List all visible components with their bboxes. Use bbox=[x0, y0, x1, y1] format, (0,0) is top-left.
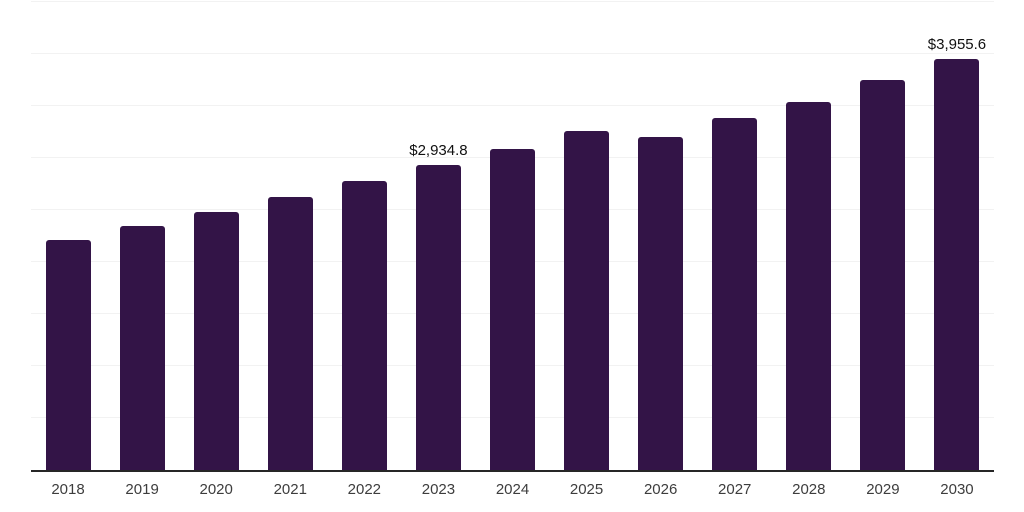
bar-2028 bbox=[786, 101, 832, 470]
x-tick-2029: 2029 bbox=[866, 481, 900, 498]
x-tick-2023: 2023 bbox=[421, 481, 456, 498]
bar-2018 bbox=[45, 240, 91, 470]
x-tick-2027: 2027 bbox=[718, 481, 752, 498]
bar-2022 bbox=[341, 180, 387, 470]
x-axis: 2018 2019 2020 2021 2022 2023 2024 2025 2026 2027… bbox=[31, 480, 994, 504]
x-tick-2028: 2028 bbox=[792, 481, 826, 498]
x-tick-2022: 2022 bbox=[347, 481, 382, 498]
x-tick-2019: 2019 bbox=[125, 481, 159, 498]
x-tick-2030: 2030 bbox=[940, 481, 974, 498]
data-label-2030: $3,955.6 bbox=[927, 35, 987, 53]
bar-2027 bbox=[712, 118, 758, 470]
x-tick-2018: 2018 bbox=[51, 481, 85, 498]
bar-2023 bbox=[415, 164, 461, 470]
bar-2019 bbox=[119, 225, 165, 470]
x-tick-2026: 2026 bbox=[643, 481, 678, 498]
bar-2024 bbox=[490, 148, 535, 470]
gridline bbox=[31, 105, 994, 106]
x-tick-2020: 2020 bbox=[199, 481, 233, 498]
plot-area: $2,934.8 $3,955.6 bbox=[31, 1, 994, 472]
data-label-2023: $2,934.8 bbox=[409, 141, 468, 159]
bar-2021 bbox=[267, 197, 313, 470]
bar-2026 bbox=[638, 137, 684, 470]
gridline bbox=[31, 53, 994, 54]
x-tick-2021: 2021 bbox=[273, 481, 307, 498]
bar-2029 bbox=[860, 79, 906, 470]
bar-2030 bbox=[934, 58, 980, 470]
bar-2020 bbox=[193, 212, 239, 470]
x-tick-2025: 2025 bbox=[569, 481, 604, 498]
bar-2025 bbox=[564, 130, 610, 470]
x-tick-2024: 2024 bbox=[495, 481, 530, 498]
gridline bbox=[31, 1, 994, 2]
